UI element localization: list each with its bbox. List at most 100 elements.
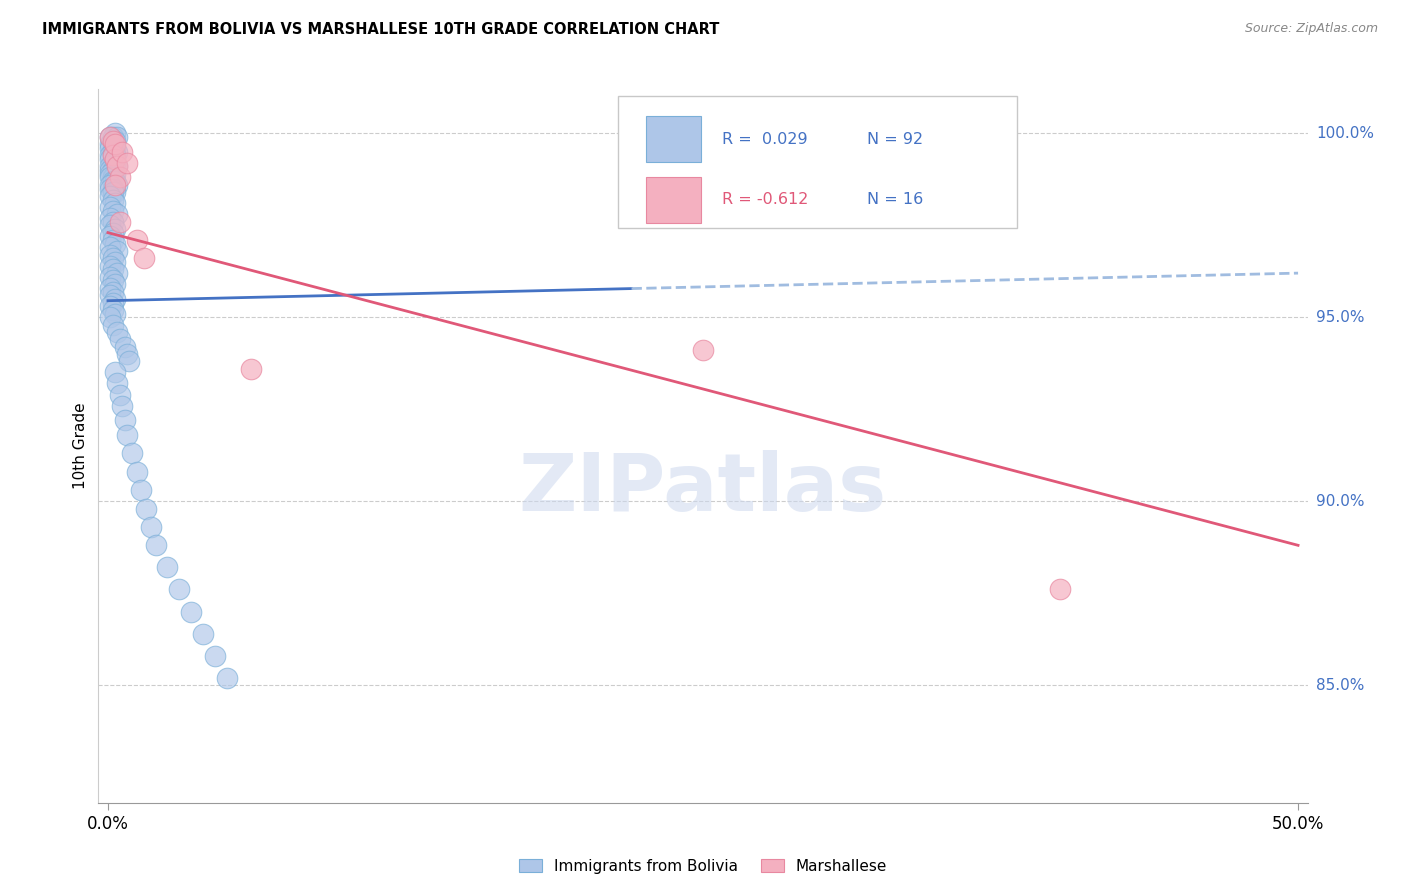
Point (101, 285, 124, 299)
Point (101, 174, 124, 188)
FancyBboxPatch shape (647, 116, 700, 162)
Point (101, 181, 124, 195)
Point (104, 167, 127, 181)
Point (121, 446, 143, 460)
Point (101, 148, 124, 162)
Text: 85.0%: 85.0% (1316, 678, 1364, 692)
Point (98, 281, 121, 295)
Point (101, 226, 124, 240)
Point (98, 288, 121, 302)
FancyBboxPatch shape (647, 177, 700, 223)
Text: R =  0.029: R = 0.029 (723, 132, 808, 146)
Point (239, 361, 262, 376)
Point (104, 152, 127, 166)
Point (104, 366, 127, 380)
Point (156, 560, 179, 574)
Text: ZIPatlas: ZIPatlas (519, 450, 887, 528)
Point (104, 292, 127, 306)
Point (107, 178, 129, 192)
Point (101, 185, 124, 199)
Point (115, 428, 138, 442)
Text: R = -0.612: R = -0.612 (723, 193, 808, 207)
Point (107, 325, 129, 339)
Point (107, 145, 129, 159)
Point (101, 193, 124, 207)
Text: 90.0%: 90.0% (1316, 493, 1364, 508)
Point (215, 671, 238, 685)
Point (104, 137, 127, 152)
Point (104, 222, 127, 236)
Point (98, 310, 121, 325)
Point (101, 134, 124, 148)
Point (98, 152, 121, 166)
Point (107, 376, 129, 391)
Point (107, 160, 129, 174)
Point (98, 219, 121, 233)
Text: N = 92: N = 92 (868, 132, 924, 146)
Point (98, 240, 121, 254)
Point (98, 181, 121, 195)
Point (104, 155, 127, 169)
Point (98, 259, 121, 273)
Text: 95.0%: 95.0% (1316, 310, 1364, 325)
Point (104, 148, 127, 162)
Point (98, 269, 121, 284)
Point (104, 185, 127, 199)
Point (104, 174, 127, 188)
Point (125, 465, 148, 479)
Point (98, 160, 121, 174)
Point (101, 302, 124, 317)
Point (98, 189, 121, 203)
Point (101, 141, 124, 155)
Point (101, 203, 124, 218)
Point (98, 200, 121, 214)
Point (98, 141, 121, 155)
Point (101, 233, 124, 247)
Point (1049, 582, 1071, 597)
Point (98, 178, 121, 192)
Point (104, 141, 127, 155)
Point (125, 233, 148, 247)
Point (98, 170, 121, 185)
Point (98, 248, 121, 262)
Point (98, 130, 121, 145)
Point (204, 648, 226, 663)
Point (118, 354, 141, 368)
Point (180, 605, 202, 619)
Point (108, 214, 131, 228)
Point (104, 178, 127, 192)
Point (98, 137, 121, 152)
Point (114, 413, 136, 427)
Point (107, 244, 129, 258)
Point (104, 255, 127, 269)
Point (107, 207, 129, 221)
Point (135, 501, 157, 516)
Point (129, 483, 152, 497)
Point (101, 155, 124, 169)
Point (191, 626, 214, 640)
Point (101, 137, 124, 152)
Point (104, 307, 127, 321)
Point (98, 211, 121, 225)
Point (98, 299, 121, 313)
Point (108, 387, 131, 401)
Point (107, 130, 129, 145)
Point (107, 160, 129, 174)
Legend: Immigrants from Bolivia, Marshallese: Immigrants from Bolivia, Marshallese (513, 853, 893, 880)
Text: N = 16: N = 16 (868, 193, 924, 207)
Point (692, 343, 714, 358)
Point (104, 236, 127, 251)
Point (104, 277, 127, 292)
Point (111, 145, 134, 159)
Point (101, 262, 124, 277)
Point (101, 130, 124, 145)
Point (101, 318, 124, 332)
Point (115, 347, 138, 361)
Point (98, 130, 121, 145)
FancyBboxPatch shape (619, 96, 1018, 228)
Point (111, 399, 134, 413)
Point (139, 520, 162, 534)
Point (132, 252, 155, 266)
Y-axis label: 10th Grade: 10th Grade (73, 402, 89, 490)
Point (98, 163, 121, 178)
